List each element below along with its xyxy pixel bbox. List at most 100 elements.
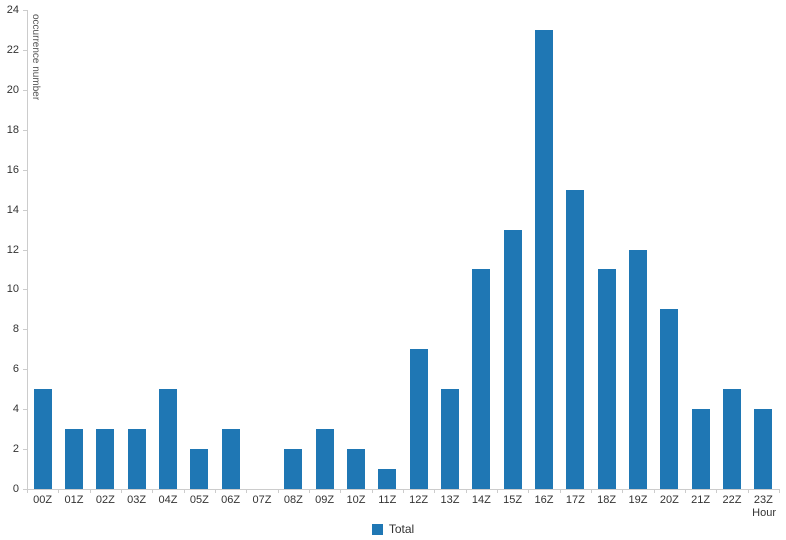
y-tick-label: 24: [6, 4, 19, 16]
x-tick: [121, 489, 122, 493]
x-tick-label: 14Z: [471, 494, 491, 506]
y-axis-line: [27, 10, 28, 489]
y-tick-label: 14: [6, 203, 19, 216]
y-tick-label: 6: [12, 363, 19, 376]
bar-22Z[interactable]: [723, 389, 741, 489]
x-tick-label: 05Z: [189, 494, 209, 506]
y-tick: [23, 449, 27, 451]
x-tick: [434, 489, 436, 493]
y-tick-label: 16: [6, 163, 19, 176]
bar-21Z[interactable]: [691, 409, 710, 489]
y-tick: [23, 169, 27, 171]
x-tick-label: 11Z: [378, 494, 397, 506]
x-tick: [559, 489, 561, 493]
x-tick-label: 10Z: [346, 494, 366, 506]
x-tick: [340, 489, 342, 493]
bar-12Z[interactable]: [409, 349, 428, 489]
bar-11Z[interactable]: [378, 469, 397, 489]
y-tick: [23, 249, 27, 251]
y-tick: [23, 289, 27, 291]
x-tick: [497, 489, 498, 493]
x-tick: [89, 489, 91, 493]
y-tick: [23, 489, 27, 490]
x-tick: [653, 489, 655, 493]
x-tick: [779, 489, 780, 493]
bar-06Z[interactable]: [221, 429, 240, 489]
bar-20Z[interactable]: [660, 309, 679, 489]
x-tick: [27, 489, 28, 493]
bar-01Z[interactable]: [65, 429, 83, 489]
bar-00Z[interactable]: [33, 389, 52, 489]
bar-03Z[interactable]: [127, 429, 146, 489]
bar-14Z[interactable]: [472, 269, 491, 489]
x-tick: [58, 489, 60, 493]
bar-08Z[interactable]: [284, 449, 303, 489]
x-tick-label: 03Z: [127, 494, 147, 506]
legend[interactable]: Total: [0, 522, 786, 536]
x-tick: [591, 489, 592, 493]
x-tick: [685, 489, 686, 493]
y-tick-label: 0: [12, 483, 19, 495]
x-tick: [403, 489, 404, 493]
x-tick: [716, 489, 718, 493]
bar-23Z[interactable]: [754, 409, 773, 489]
x-tick-label: 22Z: [722, 494, 742, 506]
x-tick: [371, 489, 373, 493]
x-tick: [622, 489, 624, 493]
x-tick-label: 04Z: [158, 494, 178, 506]
y-tick: [23, 209, 27, 211]
y-tick: [23, 329, 27, 331]
x-axis-title: Hour: [752, 507, 776, 519]
y-tick-label: 4: [12, 403, 19, 416]
x-tick-label: 20Z: [659, 494, 679, 506]
x-tick-label: 07Z: [252, 494, 272, 506]
x-tick: [309, 489, 310, 493]
bar-18Z[interactable]: [597, 269, 616, 489]
bar-19Z[interactable]: [629, 249, 647, 489]
y-tick: [23, 89, 27, 91]
y-tick-label: 20: [6, 83, 19, 96]
bar-05Z[interactable]: [190, 449, 209, 489]
x-tick-label: 02Z: [95, 494, 115, 506]
x-tick: [277, 489, 279, 493]
x-tick: [183, 489, 185, 493]
y-tick: [23, 10, 27, 11]
y-tick: [23, 129, 27, 131]
x-tick-label: 23Z: [753, 494, 773, 506]
x-tick-label: 17Z: [565, 494, 585, 506]
legend-label-total: Total: [388, 522, 415, 536]
y-tick-label: 10: [6, 283, 19, 296]
bar-15Z[interactable]: [503, 229, 522, 489]
bar-13Z[interactable]: [441, 389, 459, 489]
x-tick-label: 19Z: [628, 494, 648, 506]
x-tick-label: 16Z: [534, 494, 554, 506]
x-tick-label: 18Z: [597, 494, 617, 506]
y-tick: [23, 49, 27, 51]
y-tick-label: 8: [12, 323, 19, 336]
x-tick-label: 15Z: [503, 494, 523, 506]
x-tick-label: 12Z: [409, 494, 429, 506]
bar-17Z[interactable]: [566, 189, 585, 489]
x-tick: [152, 489, 154, 493]
bar-10Z[interactable]: [347, 449, 365, 489]
y-tick: [23, 409, 27, 411]
x-tick: [246, 489, 248, 493]
x-tick-label: 13Z: [440, 494, 460, 506]
x-tick-label: 00Z: [33, 494, 53, 506]
bar-16Z[interactable]: [535, 29, 553, 489]
bar-04Z[interactable]: [159, 389, 177, 489]
y-axis-title: occurrence number: [30, 14, 41, 101]
x-tick: [215, 489, 216, 493]
bar-09Z[interactable]: [315, 429, 334, 489]
x-tick-label: 08Z: [283, 494, 303, 506]
x-tick-label: 06Z: [221, 494, 241, 506]
x-tick: [747, 489, 749, 493]
y-tick: [23, 369, 27, 371]
y-tick-label: 18: [6, 123, 19, 136]
bar-02Z[interactable]: [96, 429, 115, 489]
x-tick: [465, 489, 467, 493]
x-tick-label: 09Z: [315, 494, 335, 506]
x-tick-label: 01Z: [64, 494, 84, 506]
x-tick-label: 21Z: [691, 494, 711, 506]
